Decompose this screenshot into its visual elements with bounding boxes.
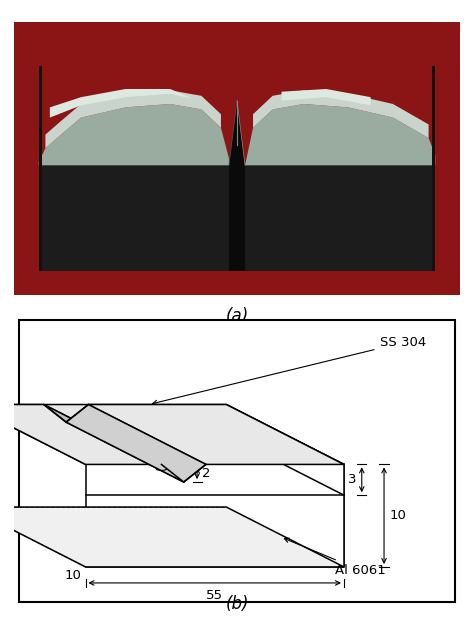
Polygon shape xyxy=(50,89,192,118)
Text: Al 6061: Al 6061 xyxy=(284,538,386,577)
Text: SS 304: SS 304 xyxy=(153,336,426,404)
Text: 3: 3 xyxy=(348,474,356,486)
Polygon shape xyxy=(0,507,344,567)
Polygon shape xyxy=(226,404,344,567)
Polygon shape xyxy=(0,404,344,465)
Text: 45°: 45° xyxy=(126,432,149,445)
Polygon shape xyxy=(85,465,344,567)
Text: 2: 2 xyxy=(201,467,210,480)
Polygon shape xyxy=(39,104,229,165)
Text: 55: 55 xyxy=(206,590,223,602)
Polygon shape xyxy=(253,91,428,138)
Bar xyxy=(432,67,435,271)
Text: (a): (a) xyxy=(225,307,249,325)
Text: 10: 10 xyxy=(64,569,81,581)
FancyBboxPatch shape xyxy=(18,320,456,602)
Text: (b): (b) xyxy=(225,595,249,613)
Bar xyxy=(39,67,42,271)
Polygon shape xyxy=(245,165,435,271)
Polygon shape xyxy=(0,404,162,465)
Polygon shape xyxy=(282,89,371,105)
Polygon shape xyxy=(39,165,229,271)
Polygon shape xyxy=(44,404,184,482)
Polygon shape xyxy=(245,104,435,165)
Polygon shape xyxy=(229,101,245,271)
Polygon shape xyxy=(88,404,344,465)
Polygon shape xyxy=(46,91,221,148)
Polygon shape xyxy=(66,404,206,482)
Text: 10: 10 xyxy=(389,509,406,522)
